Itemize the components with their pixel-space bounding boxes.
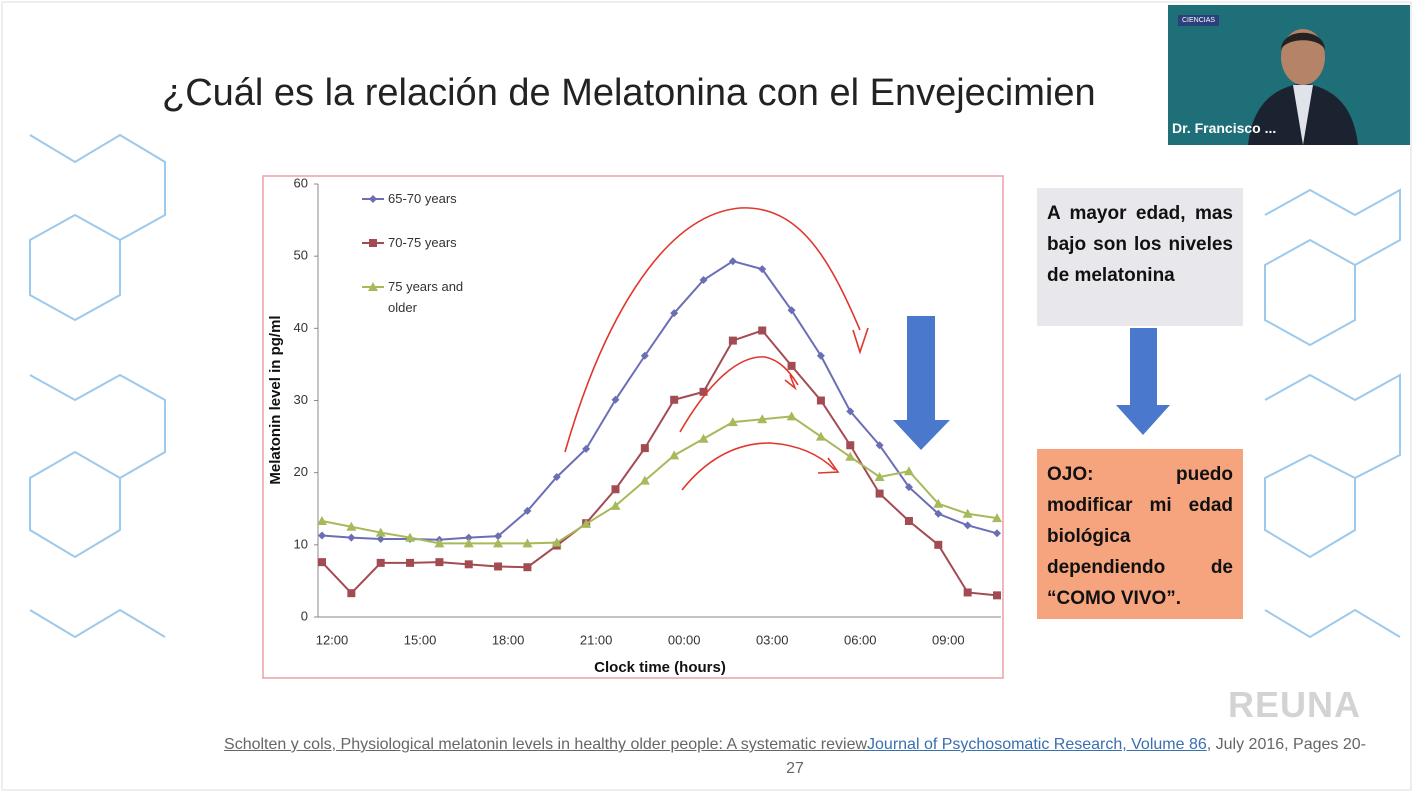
data-point (670, 396, 678, 404)
data-point (465, 560, 473, 568)
x-axis-title: Clock time (hours) (594, 659, 726, 676)
y-axis-title: Melatonin level in pg/ml (267, 315, 284, 484)
citation: Scholten y cols, Physiological melatonin… (220, 733, 1370, 781)
x-tick-label: 15:00 (404, 632, 437, 647)
y-tick-label: 30 (294, 392, 308, 407)
data-point (934, 541, 942, 549)
data-point (964, 588, 972, 596)
x-tick-label: 12:00 (316, 632, 349, 647)
y-tick-label: 50 (294, 248, 308, 263)
data-point (435, 558, 443, 566)
chart-frame (263, 176, 1003, 678)
data-point (347, 589, 355, 597)
down-arrow (1116, 328, 1170, 435)
data-point (876, 490, 884, 498)
data-point (700, 388, 708, 396)
x-tick-label: 06:00 (844, 632, 877, 647)
speaker-name: Dr. Francisco ... (1172, 120, 1276, 136)
data-point (494, 562, 502, 570)
data-point (993, 591, 1001, 599)
data-point (641, 444, 649, 452)
legend-label: 75 years and older (388, 276, 483, 318)
video-logo: CIENCIAS (1178, 15, 1219, 26)
data-point (758, 326, 766, 334)
data-point (788, 362, 796, 370)
x-tick-label: 09:00 (932, 632, 965, 647)
data-point (611, 485, 619, 493)
legend-label: 70-75 years (388, 232, 498, 253)
slide-title: ¿Cuál es la relación de Melatonina con e… (162, 72, 1096, 115)
y-tick-label: 40 (294, 320, 308, 335)
x-tick-label: 18:00 (492, 632, 525, 647)
hex-lines (1265, 610, 1400, 637)
watermark: REUNA (1228, 684, 1361, 726)
hex-lines (30, 610, 165, 637)
citation-link[interactable]: Journal of Psychosomatic Research, Volum… (867, 736, 1207, 753)
data-point (817, 397, 825, 405)
note-box: A mayor edad, mas bajo son los niveles d… (1037, 188, 1243, 326)
warning-box: OJO: puedo modificar mi edad biológica d… (1037, 449, 1243, 619)
data-point (369, 239, 377, 247)
x-tick-label: 00:00 (668, 632, 701, 647)
slide: 0 10 20 30 40 50 60 12:00 15:00 18:00 21:00 00:00 03… (0, 0, 1413, 792)
y-tick-label: 10 (294, 536, 308, 551)
y-tick-label: 20 (294, 464, 308, 479)
data-point (318, 558, 326, 566)
x-tick-label: 03:00 (756, 632, 789, 647)
x-tick-label: 21:00 (580, 632, 613, 647)
y-tick-label: 0 (301, 608, 308, 623)
data-point (729, 337, 737, 345)
data-point (523, 563, 531, 571)
data-point (377, 559, 385, 567)
data-point (406, 559, 414, 567)
page-body: 0 10 20 30 40 50 60 12:00 15:00 18:00 21:00 00:00 03… (0, 0, 1413, 792)
data-point (846, 441, 854, 449)
hex-lines (1265, 375, 1400, 557)
hex-lines (1265, 190, 1400, 345)
citation-text: Scholten y cols, Physiological melatonin… (224, 736, 867, 753)
page: Melatonina slide {"slide": {"title": "¿C… (0, 0, 1413, 792)
legend-label: 65-70 years (388, 188, 498, 209)
hex-lines (30, 375, 165, 557)
data-point (905, 517, 913, 525)
hex-lines (30, 135, 165, 320)
y-tick-label: 60 (294, 175, 308, 190)
